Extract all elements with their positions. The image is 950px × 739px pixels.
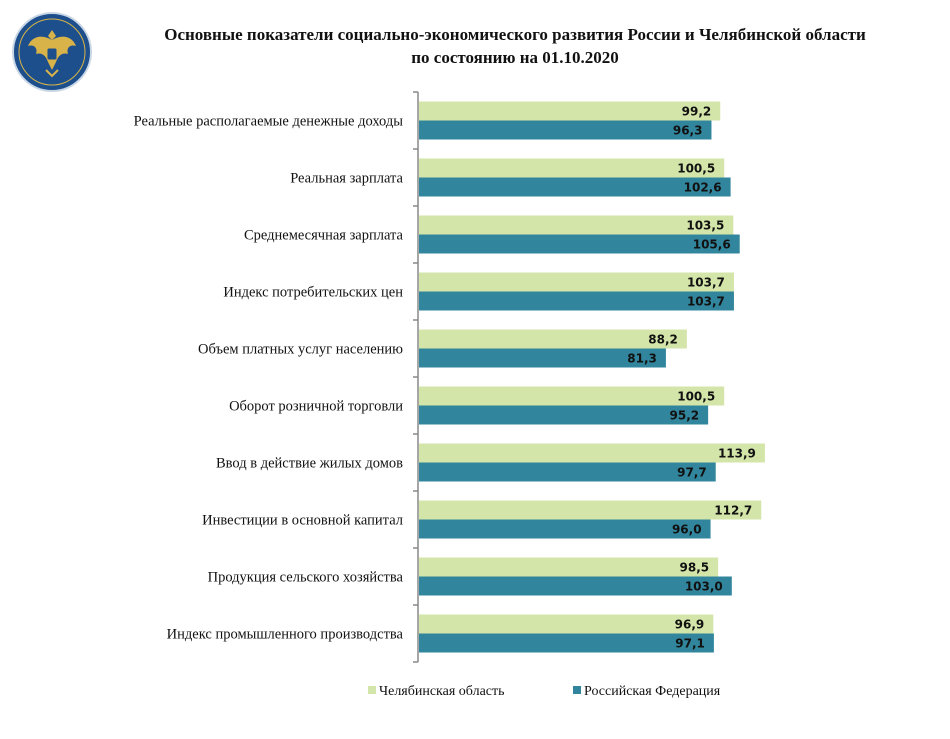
data-label: 103,7 <box>687 295 725 309</box>
category-label: Реальные располагаемые денежные доходы <box>134 114 404 130</box>
category-label: Оборот розничной торговли <box>229 399 403 415</box>
data-label: 103,7 <box>687 276 725 290</box>
category-label: Объем платных услуг населению <box>198 342 403 358</box>
bar <box>419 272 734 292</box>
data-label: 97,7 <box>677 466 707 480</box>
data-label: 113,9 <box>718 447 756 461</box>
bar <box>419 177 731 197</box>
legend-swatch <box>573 686 581 694</box>
bar <box>419 348 666 368</box>
bar <box>419 557 719 577</box>
bar <box>419 120 712 140</box>
data-label: 99,2 <box>682 105 712 119</box>
double-headed-eagle-icon <box>12 12 92 92</box>
bar <box>419 519 711 539</box>
bar <box>419 443 765 463</box>
category-label: Продукция сельского хозяйства <box>208 570 404 586</box>
category-label: Индекс потребительских цен <box>223 285 403 301</box>
bar <box>419 158 725 178</box>
bar <box>419 291 734 311</box>
bar <box>419 462 716 482</box>
bar <box>419 215 734 235</box>
data-label: 100,5 <box>677 390 715 404</box>
category-label: Среднемесячная зарплата <box>244 228 404 244</box>
category-label: Реальная зарплата <box>290 171 403 187</box>
data-label: 112,7 <box>714 504 752 518</box>
category-label: Ввод в действие жилых домов <box>216 456 403 472</box>
category-label: Инвестиции в основной капитал <box>202 513 403 529</box>
data-label: 102,6 <box>684 181 722 195</box>
data-label: 95,2 <box>670 409 700 423</box>
bar <box>419 101 721 121</box>
bar <box>419 234 740 254</box>
data-label: 103,0 <box>685 580 723 594</box>
bar <box>419 614 714 634</box>
bar <box>419 405 709 425</box>
category-label: Индекс промышленного производства <box>167 627 404 643</box>
data-label: 88,2 <box>648 333 678 347</box>
data-label: 100,5 <box>677 162 715 176</box>
data-label: 96,9 <box>675 618 705 632</box>
legend-swatch <box>368 686 376 694</box>
bar <box>419 576 732 596</box>
legend-label: Российская Федерация <box>584 684 721 699</box>
legend-label: Челябинская область <box>379 684 505 699</box>
chart-subtitle: по состоянию на 01.10.2020 <box>411 48 619 67</box>
data-label: 81,3 <box>627 352 657 366</box>
bar <box>419 633 714 653</box>
data-label: 97,1 <box>675 637 705 651</box>
data-label: 103,5 <box>686 219 724 233</box>
data-label: 105,6 <box>693 238 731 252</box>
logo-emblem <box>12 12 92 92</box>
data-label: 98,5 <box>680 561 710 575</box>
bar <box>419 500 762 520</box>
data-label: 96,3 <box>673 124 703 138</box>
chart-title: Основные показатели социально-экономичес… <box>164 25 866 44</box>
bar <box>419 386 725 406</box>
data-label: 96,0 <box>672 523 702 537</box>
bar <box>419 329 687 349</box>
